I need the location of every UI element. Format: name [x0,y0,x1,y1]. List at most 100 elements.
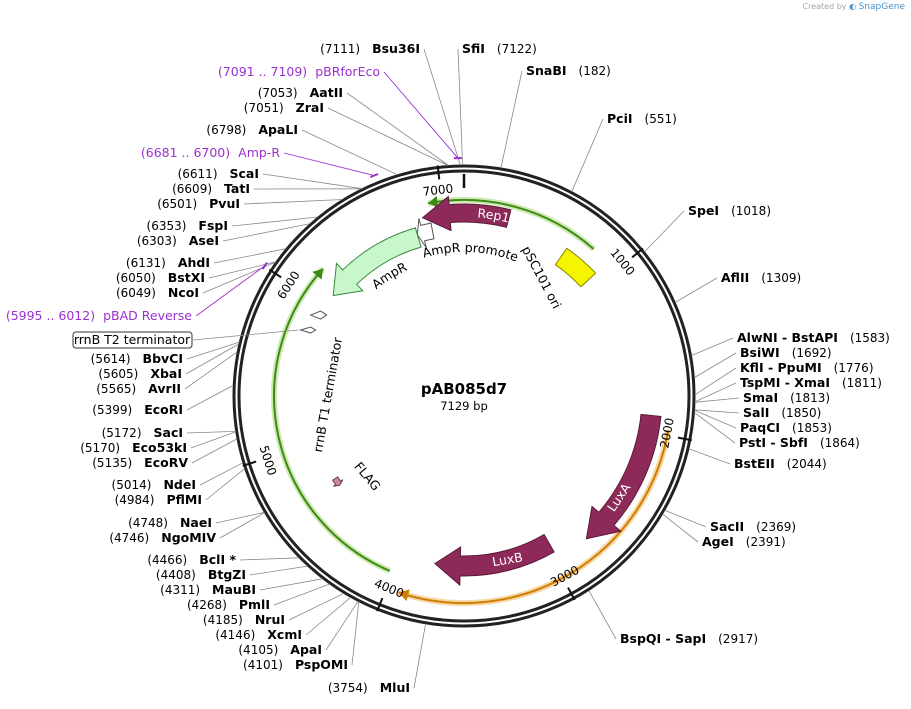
site-saci[interactable]: (5172) SacI [102,425,236,440]
site-position: (1813) [790,391,830,405]
site-alwni-bstapi[interactable]: AlwNI - BstAPI (1583) [691,330,890,356]
site-label: (5135) EcoRV [92,455,188,470]
rrnb-t2-terminator-feature[interactable] [298,326,317,334]
primer-pbad-reverse[interactable]: (5995 .. 6012) pBAD Reverse [6,262,268,323]
rrnb-t2-label-box [72,331,193,349]
rep101-feature[interactable] [421,195,512,232]
site-xcmi[interactable]: (4146) XcmI [215,596,351,642]
site-sfii[interactable]: SfiI (7122) [457,41,537,166]
site-pflmi[interactable]: (4984) PflMI [115,468,245,507]
site-position: (6131) [126,256,166,270]
site-mlui[interactable]: (3754) MluI [328,623,426,695]
primer-amp-r[interactable]: (6681 .. 6700) Amp-R [141,145,379,179]
site-name: XbaI [150,366,182,381]
site-xbai[interactable]: (5605) XbaI [98,343,240,381]
primer-pbrforeco[interactable]: (7091 .. 7109) pBRforEco [218,64,462,160]
site-pspomi[interactable]: (4101) PspOMI [243,601,360,672]
site-label: (5565) AvrII [96,381,181,396]
plasmid-name: pAB085d7 [421,380,507,398]
site-name: BbvCI [143,351,183,366]
site-ngomiv[interactable]: (4746) NgoMIV [109,512,265,545]
site-leader-line [327,107,449,166]
site-name: Eco53kI [132,440,187,455]
flag-label: FLAG [351,459,383,494]
luxa-feature[interactable] [585,413,662,540]
site-label: (4984) PflMI [115,492,202,507]
site-nrui[interactable]: (4185) NruI [203,592,345,627]
site-bcli-[interactable]: (4466) BclI * [147,552,300,567]
site-zrai[interactable]: (7051) ZraI [244,100,449,166]
site-paqci[interactable]: PaqCI (1853) [694,410,832,435]
site-leader-line [662,513,699,543]
site-pcii[interactable]: PciI (551) [571,111,677,192]
site-name: MluI [380,680,410,695]
site-scai[interactable]: (6611) ScaI [178,166,363,190]
site-aatii[interactable]: (7053) AatII [258,85,449,166]
site-spei[interactable]: SpeI (1018) [644,203,772,253]
site-bsiwi[interactable]: BsiWI (1692) [694,345,832,378]
site-leader-line [694,367,737,396]
site-name: ApaLI [258,122,298,137]
rrnb-t2-leader [192,329,299,341]
psc101-ori-feature[interactable] [554,247,597,288]
site-name: NdeI [163,477,196,492]
site-bspqi-sapi[interactable]: BspQI - SapI (2917) [588,590,758,646]
site-maubi[interactable]: (4311) MauBI [160,578,323,597]
site-leader-line [694,397,740,403]
site-tspmi-xmai[interactable]: TspMI - XmaI (1811) [694,375,882,403]
site-position: (7111) [320,42,360,56]
site-eco53ki[interactable]: (5170) Eco53kI [80,431,236,455]
site-sali[interactable]: SalI (1850) [694,405,822,420]
site-ndei[interactable]: (5014) NdeI [112,462,244,492]
site-name: FspI [198,218,228,233]
site-leader-line [301,129,398,176]
site-label: (5014) NdeI [112,477,196,492]
site-position: (6501) [157,197,197,211]
site-name: MauBI [212,582,256,597]
site-sacii[interactable]: SacII (2369) [664,509,796,534]
site-ecorv[interactable]: (5135) EcoRV [92,438,238,470]
site-ahdi[interactable]: (6131) AhdI [126,248,287,270]
site-name: PspOMI [295,657,348,672]
ampr-promoter-feature[interactable] [416,218,435,249]
site-position: (5014) [112,478,152,492]
site-label: (4185) NruI [203,612,285,627]
primer-range: (6681 .. 6700) [141,145,230,160]
site-kfli-ppumi[interactable]: KflI - PpuMI (1776) [694,360,874,396]
luxb-feature[interactable] [434,533,555,587]
site-tati[interactable]: (6609) TatI [172,181,362,196]
site-aflii[interactable]: AflII (1309) [674,270,801,303]
site-apai[interactable]: (4105) ApaI [238,601,359,657]
site-label: (6131) AhdI [126,255,210,270]
site-apali[interactable]: (6798) ApaLI [206,122,398,176]
ampr-feature[interactable] [332,227,422,297]
site-agei[interactable]: AgeI (2391) [662,513,786,549]
site-asei[interactable]: (6303) AseI [137,223,311,248]
site-leader-line [423,48,461,166]
site-leader-line [219,512,265,539]
rrnb-t1-terminator-feature[interactable] [309,310,328,320]
site-ecori[interactable]: (5399) EcoRI [92,385,234,417]
site-avrii[interactable]: (5565) AvrII [96,351,238,396]
site-bbvci[interactable]: (5614) BbvCI [91,341,240,366]
site-position: (4105) [238,643,278,657]
site-psti-sbfi[interactable]: PstI - SbfI (1864) [694,412,860,450]
site-bsteii[interactable]: BstEII (2044) [688,448,827,471]
site-leader-line [694,409,740,414]
site-label: SnaBI (182) [526,63,611,78]
site-smai[interactable]: SmaI (1813) [694,390,830,405]
backbone-inner-ring [237,169,691,623]
site-bsu36i[interactable]: (7111) Bsu36I [320,41,461,166]
site-btgzi[interactable]: (4408) BtgZI [156,565,308,582]
flag-feature[interactable] [332,476,344,487]
site-pmli[interactable]: (4268) PmlI [187,583,330,612]
site-fspi[interactable]: (6353) FspI [147,216,319,233]
site-naei[interactable]: (4748) NaeI [128,511,265,530]
site-snabi[interactable]: SnaBI (182) [500,63,611,169]
site-position: (5172) [102,426,142,440]
site-pvui[interactable]: (6501) PvuI [157,196,343,211]
tick-label: 1000 [607,246,637,278]
site-name: BstXI [168,270,205,285]
site-label: (4466) BclI * [147,552,236,567]
